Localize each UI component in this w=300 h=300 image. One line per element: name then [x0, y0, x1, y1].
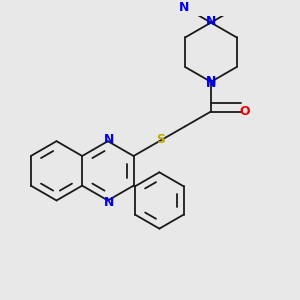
Text: N: N — [104, 196, 115, 208]
Text: S: S — [156, 133, 165, 146]
Text: N: N — [206, 75, 216, 88]
Text: N: N — [206, 14, 216, 28]
Text: N: N — [178, 1, 189, 14]
Text: N: N — [104, 133, 115, 146]
Text: N: N — [206, 77, 216, 90]
Text: O: O — [239, 105, 250, 118]
